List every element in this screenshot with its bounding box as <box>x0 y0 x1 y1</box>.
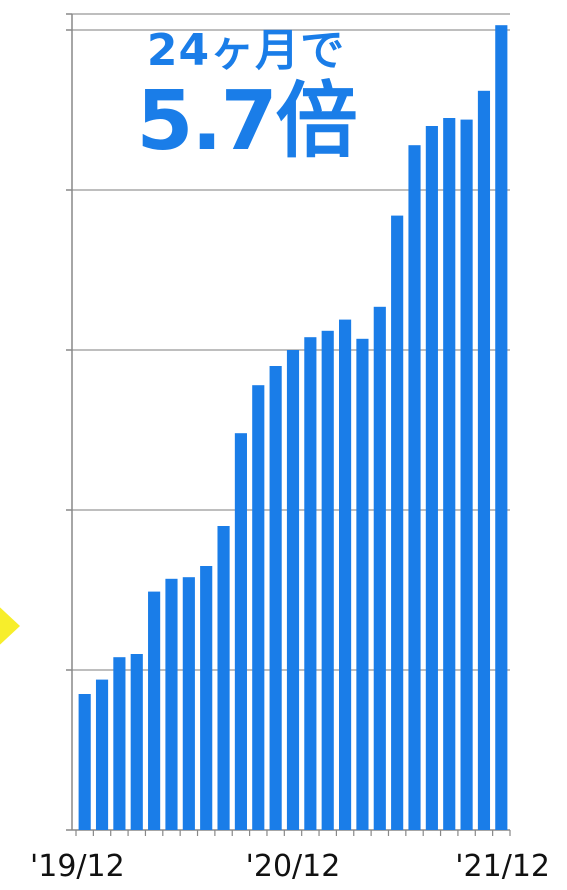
bar-2021-12 <box>495 25 508 830</box>
bar-2021-02 <box>321 330 334 830</box>
bar-2020-02 <box>113 657 126 830</box>
bar-2021-01 <box>304 337 317 830</box>
growth-annotation-line2: 5.7倍 <box>136 74 357 169</box>
bar-2020-04 <box>148 591 161 830</box>
bar-2021-03 <box>339 319 352 830</box>
bar-2021-04 <box>356 338 369 830</box>
bar-2020-03 <box>130 654 143 830</box>
bar-2021-11 <box>477 90 491 831</box>
bar-2020-08 <box>217 526 230 830</box>
bar-2020-06 <box>182 577 195 830</box>
bar-2021-06 <box>391 215 404 831</box>
bar-2021-10 <box>460 119 473 831</box>
bar-2021-08 <box>425 126 438 830</box>
bar-2021-05 <box>373 306 386 830</box>
bar-2021-09 <box>443 118 456 830</box>
bar-2020-09 <box>234 433 247 830</box>
bar-2020-01 <box>95 679 109 830</box>
bar-2020-10 <box>252 385 265 830</box>
x-tick-label: '21/12 <box>455 849 550 884</box>
bar-2019-12 <box>78 694 91 830</box>
x-tick-label: '19/12 <box>30 849 125 884</box>
x-tick-label: '20/12 <box>246 849 341 884</box>
bar-2020-12 <box>286 350 300 830</box>
growth-annotation-line1: 24ヶ月で <box>146 25 346 76</box>
bar-2020-11 <box>269 366 282 830</box>
bar-2020-05 <box>165 578 178 830</box>
yellow-arrow-icon <box>0 598 20 654</box>
bar-2021-07 <box>408 145 421 830</box>
bar-2020-07 <box>200 566 213 830</box>
